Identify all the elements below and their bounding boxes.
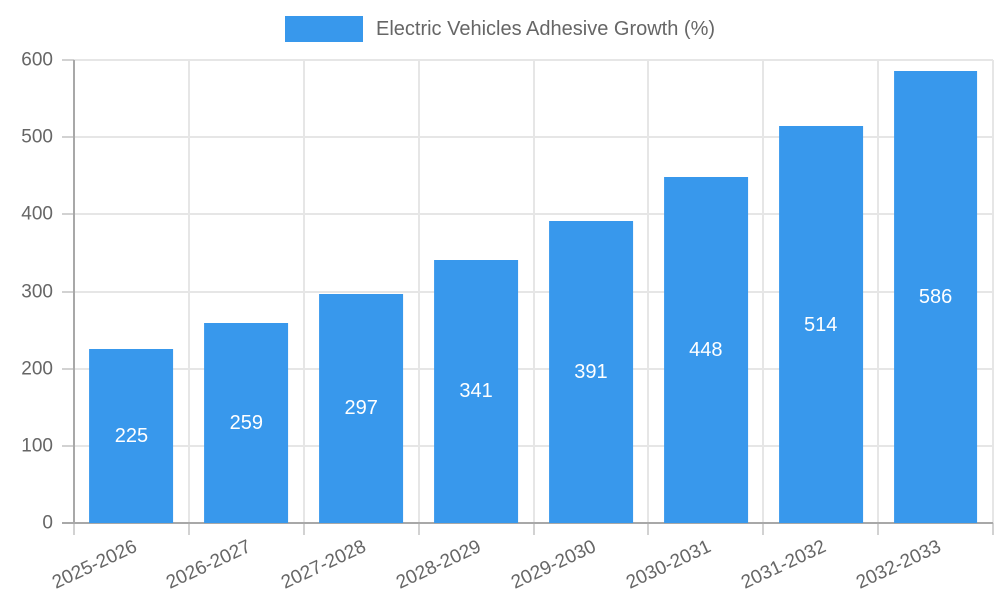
y-tick-label: 300: [21, 281, 53, 302]
y-tick-label: 0: [42, 512, 53, 534]
x-tick-mark: [187, 523, 190, 535]
bar-value-label: 391: [574, 361, 608, 384]
bar-2026-2027[interactable]: 259: [204, 323, 289, 523]
v-gridline: [762, 60, 765, 523]
v-gridline: [877, 60, 880, 523]
bar-2027-2028[interactable]: 297: [319, 293, 404, 523]
x-tick-label: 2027-2028: [278, 536, 370, 594]
legend-label: Electric Vehicles Adhesive Growth (%): [375, 18, 716, 40]
y-tick-label: 500: [21, 126, 53, 148]
x-tick-label: 2025-2026: [48, 536, 140, 594]
bar-2029-2030[interactable]: 391: [549, 221, 633, 523]
x-tick-label: 2031-2032: [737, 536, 830, 594]
bar-2025-2026[interactable]: 225: [89, 349, 174, 523]
bar-value-label: 259: [229, 412, 263, 435]
bar-value-label: 341: [459, 380, 493, 403]
x-tick-mark: [762, 523, 765, 535]
y-tick-mark: [62, 59, 74, 61]
y-tick-mark: [62, 136, 74, 139]
x-tick-label: 2026-2027: [163, 536, 255, 594]
x-tick-label: 2032-2033: [852, 536, 945, 594]
y-tick-label: 400: [21, 203, 53, 225]
bar-2031-2032[interactable]: 514: [778, 126, 863, 523]
bar-value-label: 586: [918, 285, 953, 308]
x-tick-label: 2030-2031: [623, 536, 715, 594]
v-gridline: [532, 60, 535, 523]
bar-value-label: 225: [114, 425, 149, 448]
bar-value-label: 514: [804, 313, 838, 336]
chart-legend[interactable]: Electric Vehicles Adhesive Growth (%): [0, 16, 1000, 42]
y-tick-mark: [62, 367, 74, 370]
legend-swatch: [284, 16, 363, 42]
x-axis-line: [62, 522, 993, 524]
x-tick-mark: [73, 523, 75, 535]
y-tick-label: 200: [21, 358, 53, 380]
x-tick-mark: [417, 523, 420, 535]
v-gridline: [187, 60, 190, 523]
x-tick-mark: [877, 523, 880, 535]
y-tick-mark: [62, 444, 74, 447]
bar-2028-2029[interactable]: 341: [434, 259, 518, 523]
y-axis-line: [73, 60, 75, 523]
v-gridline: [302, 60, 305, 523]
y-tick-label: 100: [21, 435, 53, 457]
v-gridline: [992, 60, 994, 523]
x-tick-label: 2028-2029: [393, 536, 485, 594]
plot-area: 0 100 200 300 400 500 600 225 259 297 341 391 448 514…: [21, 51, 994, 594]
x-tick-mark: [532, 523, 535, 535]
x-tick-mark: [992, 523, 994, 535]
y-tick-mark: [62, 213, 74, 216]
v-gridline: [647, 60, 650, 523]
bar-value-label: 297: [344, 397, 378, 420]
y-tick-label: 600: [21, 49, 53, 71]
v-gridline: [417, 60, 420, 523]
x-tick-mark: [647, 523, 650, 535]
y-tick-mark: [62, 290, 74, 293]
bar-2032-2033[interactable]: 586: [893, 70, 978, 523]
bar-value-label: 448: [689, 339, 723, 362]
x-tick-label: 2029-2030: [508, 536, 600, 594]
x-tick-mark: [302, 523, 305, 535]
bar-2030-2031[interactable]: 448: [663, 177, 748, 523]
